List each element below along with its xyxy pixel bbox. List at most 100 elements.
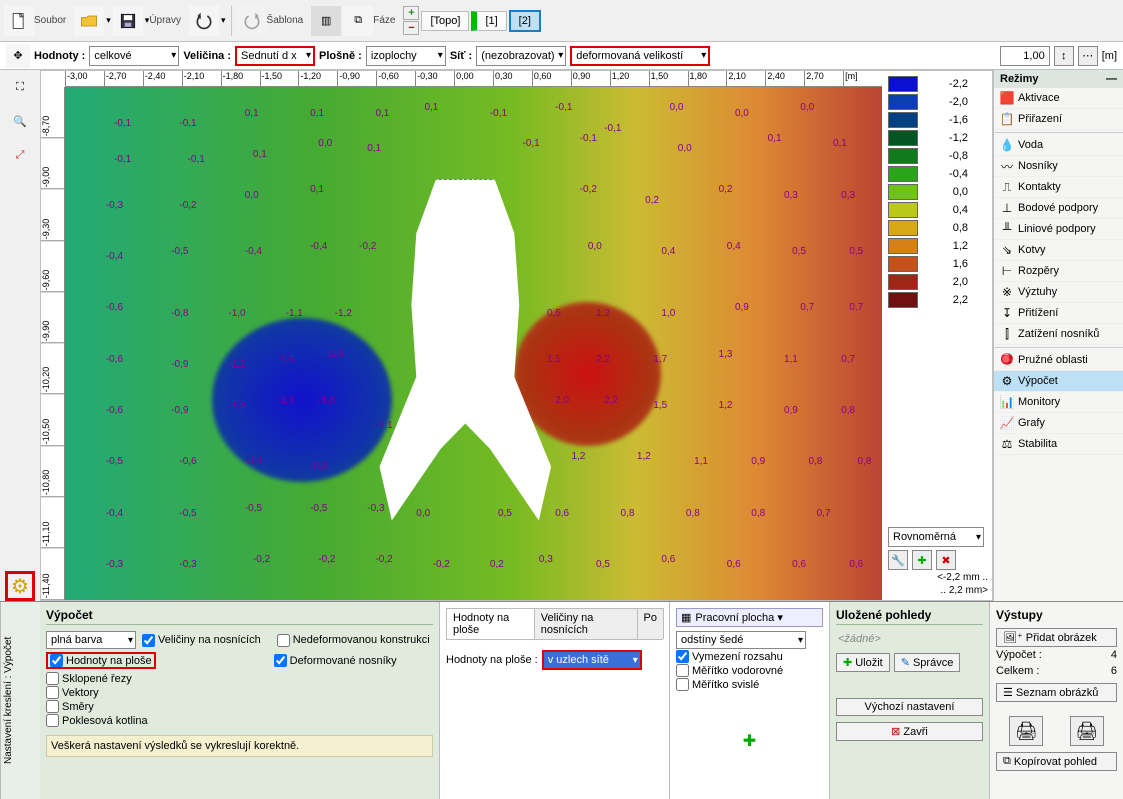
mode-item[interactable]: 🟥Aktivace bbox=[994, 88, 1123, 109]
settings-gear-icon[interactable]: ⚙ bbox=[5, 571, 35, 601]
mode-item[interactable]: ⫿Zatížení nosníků bbox=[994, 324, 1123, 345]
shade-select[interactable]: odstíny šedé bbox=[676, 631, 806, 649]
legend-wrench-icon[interactable]: 🔧 bbox=[888, 550, 908, 570]
legend-add-icon[interactable]: ✚ bbox=[912, 550, 932, 570]
chk-scale-v[interactable]: Měřítko svislé bbox=[676, 678, 823, 691]
mode-item[interactable]: ↧Přitížení bbox=[994, 303, 1123, 324]
range-low: <-2,2 mm .. bbox=[888, 572, 988, 583]
mode-item[interactable]: ⇘Kotvy bbox=[994, 240, 1123, 261]
add-image-button[interactable]: 🖼⁺ Přidat obrázek bbox=[996, 628, 1117, 647]
workspace-header[interactable]: ▦ Pracovní plocha ▾ bbox=[676, 608, 823, 627]
legend-row: 0,0 bbox=[888, 183, 988, 201]
sit-select[interactable]: (nezobrazovat) bbox=[476, 46, 566, 66]
chk-scale-h[interactable]: Měřítko vodorovné bbox=[676, 664, 823, 677]
mode-item[interactable]: ※Výztuhy bbox=[994, 282, 1123, 303]
deform-select[interactable]: deformovaná velikostí bbox=[570, 46, 710, 66]
mode-item[interactable]: ⎍Kontakty bbox=[994, 177, 1123, 198]
tab-veliciny[interactable]: Veličiny na nosnících bbox=[534, 608, 638, 639]
contour-value: -0,1 bbox=[179, 118, 196, 129]
surface-type-select[interactable]: plná barva bbox=[46, 631, 136, 649]
tab-hodnoty[interactable]: Hodnoty na ploše bbox=[446, 608, 535, 639]
contour-value: 0,5 bbox=[849, 246, 863, 257]
stage2-button[interactable]: [2] bbox=[509, 10, 541, 32]
contour-value: -0,2 bbox=[318, 554, 335, 565]
open-file-icon[interactable] bbox=[74, 6, 104, 36]
legend-row: 0,4 bbox=[888, 201, 988, 219]
contour-value: -0,1 bbox=[114, 154, 131, 165]
mode-item[interactable]: ⊥Bodové podpory bbox=[994, 198, 1123, 219]
contour-value: 0,2 bbox=[490, 559, 504, 570]
chk-nedeform[interactable]: Nedeformovanou konstrukci bbox=[277, 634, 430, 647]
print2-icon[interactable]: 🖨 bbox=[1070, 716, 1104, 746]
print1-icon[interactable]: 🖨 bbox=[1009, 716, 1043, 746]
image-list-button[interactable]: ☰ Seznam obrázků bbox=[996, 683, 1117, 702]
contour-value: 1,2 bbox=[637, 451, 651, 462]
scale-opts-icon[interactable]: ⋯ bbox=[1078, 46, 1098, 66]
template2-icon[interactable]: ⧉ bbox=[343, 6, 373, 36]
mode-item[interactable]: ╨Liniové podpory bbox=[994, 219, 1123, 240]
scale-input[interactable]: 1,00 bbox=[1000, 46, 1050, 66]
calc-settings-panel: Výpočet plná barva Veličiny na nosnících… bbox=[40, 602, 440, 799]
zoom-extents-icon[interactable]: ⛶ bbox=[5, 72, 35, 102]
contour-value: -0,3 bbox=[367, 503, 384, 514]
chk-smery[interactable]: Směry bbox=[46, 700, 433, 713]
new-file-icon[interactable] bbox=[4, 6, 34, 36]
velicina-select[interactable]: Sednutí d x bbox=[235, 46, 315, 66]
contour-value: -0,2 bbox=[433, 559, 450, 570]
mode-item[interactable]: ⚙Výpočet bbox=[994, 371, 1123, 392]
mode-item[interactable]: ⚖Stabilita bbox=[994, 434, 1123, 455]
contour-plot[interactable]: -0,1-0,10,10,10,10,1-0,1-0,1-0,10,00,00,… bbox=[65, 87, 882, 600]
phase-add-icon[interactable]: + bbox=[403, 6, 419, 20]
chk-range[interactable]: Vymezení rozsahu bbox=[676, 650, 823, 663]
template1-icon[interactable]: ▥ bbox=[311, 6, 341, 36]
velicina-label: Veličina : bbox=[183, 50, 231, 62]
hodnoty-select[interactable]: celkové bbox=[89, 46, 179, 66]
manager-button[interactable]: ✎Správce bbox=[894, 653, 961, 672]
fit-icon[interactable]: ⤢ bbox=[5, 140, 35, 170]
stage1-button[interactable]: [1] bbox=[471, 11, 506, 31]
contour-value: 0,9 bbox=[735, 302, 749, 313]
chk-deformnos[interactable]: Deformované nosníky bbox=[274, 654, 397, 667]
legend-del-icon[interactable]: ✖ bbox=[936, 550, 956, 570]
defaults-button[interactable]: Výchozí nastavení bbox=[836, 698, 983, 716]
mode-item[interactable]: 🪀Pružné oblasti bbox=[994, 350, 1123, 371]
save-file-icon[interactable] bbox=[113, 6, 143, 36]
phase-remove-icon[interactable]: − bbox=[403, 21, 419, 35]
contour-value: 1,5 bbox=[547, 354, 561, 365]
contour-value: -0,5 bbox=[106, 456, 123, 467]
topo-button[interactable]: [Topo] bbox=[421, 11, 469, 31]
contour-value: 0,3 bbox=[539, 554, 553, 565]
undo-icon[interactable] bbox=[189, 6, 219, 36]
zoom-window-icon[interactable]: 🔍 bbox=[5, 106, 35, 136]
scale-up-icon[interactable]: ↕ bbox=[1054, 46, 1074, 66]
chk-veliciny[interactable]: Veličiny na nosnících bbox=[142, 634, 261, 647]
copy-view-button[interactable]: ⧉ Kopírovat pohled bbox=[996, 752, 1117, 771]
chk-vektory[interactable]: Vektory bbox=[46, 686, 433, 699]
red-region bbox=[514, 302, 661, 446]
mode-item[interactable]: 〰Nosníky bbox=[994, 156, 1123, 177]
save-view-button[interactable]: ✚Uložit bbox=[836, 653, 890, 672]
chk-hodnoty-plose[interactable]: Hodnoty na ploše bbox=[46, 652, 156, 669]
mode-item[interactable]: 📈Grafy bbox=[994, 413, 1123, 434]
hodnoty-label: Hodnoty : bbox=[34, 50, 85, 62]
contour-value: 1,2 bbox=[719, 400, 733, 411]
mode-item[interactable]: 💧Voda bbox=[994, 135, 1123, 156]
color-legend: -2,2-2,0-1,6-1,2-0,8-0,40,00,40,81,21,62… bbox=[888, 75, 988, 309]
apply-icon[interactable]: ✚ bbox=[676, 731, 823, 751]
plosne-select[interactable]: izoplochy bbox=[366, 46, 446, 66]
pan-icon[interactable]: ✥ bbox=[6, 44, 30, 68]
values-mode-select[interactable]: v uzlech sítě bbox=[542, 650, 642, 670]
contour-value: -0,1 bbox=[523, 138, 540, 149]
close-button[interactable]: ⊠ Zavři bbox=[836, 722, 983, 741]
contour-value: -0,1 bbox=[188, 154, 205, 165]
mode-item[interactable]: ⊢Rozpěry bbox=[994, 261, 1123, 282]
tab-po[interactable]: Po bbox=[637, 608, 664, 639]
mode-item[interactable]: 📋Přiřazení bbox=[994, 109, 1123, 130]
chk-pokles[interactable]: Poklesová kotlina bbox=[46, 714, 433, 727]
chk-sklopene[interactable]: Sklopené řezy bbox=[46, 672, 433, 685]
legend-row: 2,2 bbox=[888, 291, 988, 309]
mode-item[interactable]: 📊Monitory bbox=[994, 392, 1123, 413]
redo-icon[interactable] bbox=[237, 6, 267, 36]
legend-mode-select[interactable]: Rovnoměrná bbox=[888, 527, 984, 547]
minimize-icon[interactable]: — bbox=[1106, 73, 1117, 85]
